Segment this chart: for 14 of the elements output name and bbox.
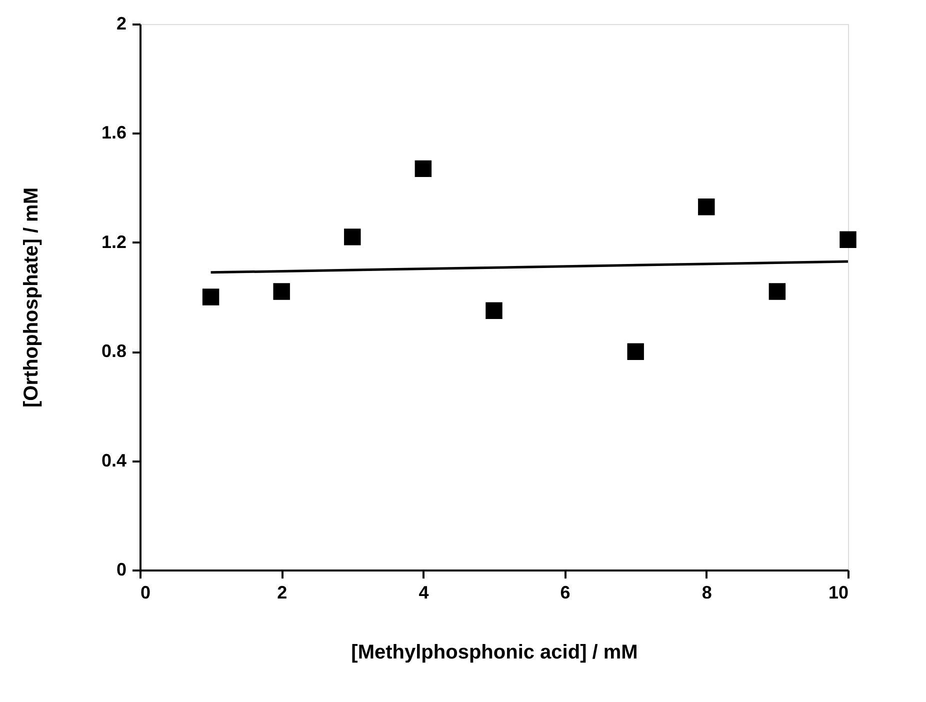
x-tick-label: 6 xyxy=(560,582,570,602)
y-tick-label: 1.6 xyxy=(101,122,126,143)
x-axis-title: [Methylphosphonic acid] / mM xyxy=(351,642,638,664)
y-tick-label: 0.4 xyxy=(101,450,126,470)
x-tick-label: 8 xyxy=(702,582,712,602)
y-tick-label: 1.2 xyxy=(101,232,126,252)
x-tick-label: 2 xyxy=(277,582,288,602)
y-tick-label: 2 xyxy=(116,14,126,34)
y-tick-label: 0 xyxy=(116,560,126,580)
y-axis-title: [Orthophosphate] / mM xyxy=(20,188,42,408)
y-tick-label: 0.8 xyxy=(101,341,126,362)
x-tick-label: 0 xyxy=(140,582,151,602)
x-tick-label: 10 xyxy=(828,582,848,602)
x-tick-label: 4 xyxy=(418,582,429,602)
